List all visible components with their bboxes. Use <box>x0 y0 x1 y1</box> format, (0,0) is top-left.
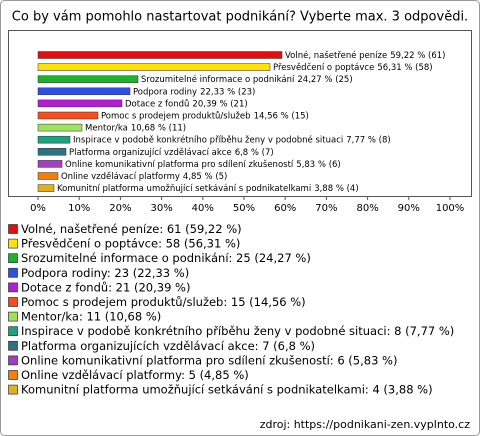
bar-label: Komunitní platforma umožňující setkávání… <box>57 183 359 194</box>
legend-swatch <box>8 297 18 307</box>
bar-label: Srozumitelné informace o podnikání 24,27 … <box>141 74 353 85</box>
category-label: Volné, našetřené peníze <box>285 50 387 61</box>
value-label: 6,8 % (7) <box>235 147 274 157</box>
bar-label: Přesvědčení o poptávce 56,31 % (58) <box>273 62 433 73</box>
value-label: 20,39 % (21) <box>192 99 247 109</box>
value-label: 7,77 % (8) <box>346 135 390 145</box>
legend-label: Pomoc s prodejem produktů/služeb: 15 (14… <box>21 295 306 309</box>
x-tick-label: 80% <box>356 203 378 214</box>
legend-swatch <box>8 267 18 278</box>
value-label: 10,68 % (11) <box>131 123 186 133</box>
x-tick-label: 50% <box>233 203 255 214</box>
bar-label: Mentor/ka 10,68 % (11) <box>85 123 186 133</box>
legend-label: Inspirace v podobě konkrétního příběhu ž… <box>21 324 454 338</box>
bar <box>37 135 71 144</box>
category-label: Srozumitelné informace o podnikání <box>141 74 295 85</box>
bar <box>37 160 63 168</box>
bar <box>37 87 131 96</box>
bar-label: Volné, našetřené peníze 59,22 % (61) <box>285 50 446 61</box>
x-tick-label: 0% <box>30 203 46 214</box>
bar-label: Podpora rodiny 22,33 % (23) <box>133 87 255 97</box>
legend-label: Srozumitelné informace o podnikání: 25 (… <box>21 251 311 265</box>
value-label: 3,88 % (4) <box>314 184 358 194</box>
value-label: 5,83 % (6) <box>296 159 340 169</box>
value-label: 24,27 % (25) <box>297 75 352 85</box>
value-label: 22,33 % (23) <box>200 87 255 97</box>
category-label: Pomoc s prodejem produktů/služeb <box>101 110 251 121</box>
legend-swatch <box>8 370 18 380</box>
legend-swatch <box>8 224 18 234</box>
category-label: Dotace z fondů <box>125 98 189 109</box>
bar-label: Online komunikativní platforma pro sdíle… <box>65 158 341 169</box>
x-tick-label: 60% <box>274 203 296 214</box>
category-label: Online komunikativní platforma pro sdíle… <box>65 158 294 169</box>
legend-label: Dotace z fondů: 21 (20,39 %) <box>21 280 190 294</box>
bar <box>37 184 55 192</box>
bar <box>37 111 99 120</box>
value-label: 14,56 % (15) <box>254 111 309 121</box>
legend-label: Online vzdělávací platformy: 5 (4,85 %) <box>21 368 249 382</box>
bar-label: Platforma organizující vzdělávací akce 6,… <box>69 147 274 157</box>
bar <box>37 63 271 71</box>
bar <box>37 75 139 83</box>
bar-label: Inspirace v podobě konkrétního příběhu ž… <box>73 134 391 145</box>
legend-label: Přesvědčení o poptávce: 58 (56,31 %) <box>21 237 240 251</box>
legend-label: Online komunikativní platforma pro sdíle… <box>21 353 397 367</box>
bar <box>37 123 83 132</box>
x-tick-label: 40% <box>192 203 214 214</box>
legend-swatch <box>8 282 18 293</box>
legend-swatch <box>8 355 18 366</box>
bar-label: Dotace z fondů 20,39 % (21) <box>125 98 248 109</box>
source: zdroj: https://podnikani-zen.vyplnto.cz <box>260 418 471 431</box>
category-label: Online vzdělávací platformy <box>61 172 180 182</box>
x-tick-label: 70% <box>315 203 337 214</box>
bar-label: Pomoc s prodejem produktů/služeb 14,56 % … <box>101 110 309 121</box>
legend-swatch <box>8 340 18 351</box>
category-label: Inspirace v podobě konkrétního příběhu ž… <box>73 134 343 145</box>
bar <box>37 148 67 156</box>
category-label: Podpora rodiny <box>133 87 197 97</box>
value-label: 56,31 % (58) <box>377 63 432 73</box>
value-label: 4,85 % (5) <box>183 172 227 182</box>
legend-label: Komunitní platforma umožňující setkávání… <box>21 383 433 397</box>
bar-label: Online vzdělávací platformy 4,85 % (5) <box>61 172 227 182</box>
x-tick-label: 100% <box>436 203 465 214</box>
category-label: Přesvědčení o poptávce <box>273 62 374 73</box>
x-tick-label: 10% <box>68 203 90 214</box>
legend-label: Platforma organizujících vzdělávací akce… <box>21 339 315 353</box>
bar <box>37 99 123 108</box>
legend-label: Podpora rodiny: 23 (22,33 %) <box>21 266 189 280</box>
legend-swatch <box>8 311 18 322</box>
legend-label: Volné, našetřené peníze: 61 (59,22 %) <box>21 222 242 236</box>
category-label: Komunitní platforma umožňující setkávání… <box>57 183 311 194</box>
value-label: 59,22 % (61) <box>390 51 445 61</box>
legend-swatch <box>8 384 18 395</box>
legend-swatch <box>8 253 18 264</box>
x-tick-label: 90% <box>398 203 420 214</box>
legend-swatch <box>8 238 18 249</box>
category-label: Platforma organizující vzdělávací akce <box>69 147 232 157</box>
x-tick-label: 20% <box>109 203 131 214</box>
bar <box>37 172 59 180</box>
bar <box>37 51 283 59</box>
legend-label: Mentor/ka: 11 (10,68 %) <box>21 310 161 324</box>
chart-title: Co by vám pomohlo nastartovat podnikání?… <box>12 10 468 25</box>
legend-swatch <box>8 326 18 337</box>
x-tick-label: 30% <box>150 203 172 214</box>
category-label: Mentor/ka <box>85 123 128 133</box>
